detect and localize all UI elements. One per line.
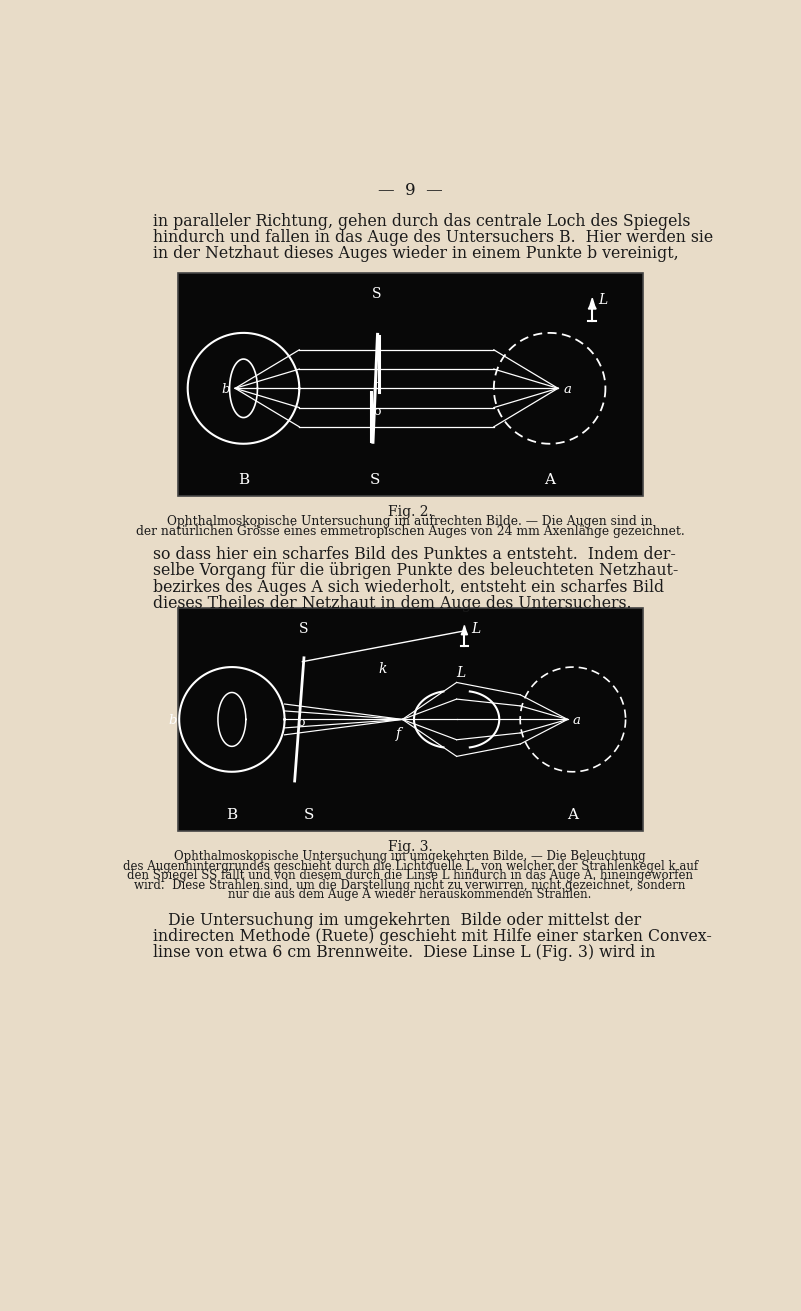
Text: selbe Vorgang für die übrigen Punkte des beleuchteten Netzhaut-: selbe Vorgang für die übrigen Punkte des… [153, 562, 678, 579]
Text: nur die aus dem Auge A wieder herauskommenden Strahlen.: nur die aus dem Auge A wieder herauskomm… [228, 889, 592, 902]
Text: Fig. 3.: Fig. 3. [388, 840, 433, 855]
Text: Ophthalmoskopische Untersuchung im umgekehrten Bilde. — Die Beleuchtung: Ophthalmoskopische Untersuchung im umgek… [175, 850, 646, 863]
Text: L: L [471, 623, 481, 636]
Text: S: S [370, 473, 380, 486]
Polygon shape [461, 625, 468, 635]
Text: o: o [373, 379, 380, 392]
Text: des Augenhintergrundes geschieht durch die Lichtquelle L, von welcher der Strahl: des Augenhintergrundes geschieht durch d… [123, 860, 698, 873]
Text: wird.  Diese Strahlen sind, um die Darstellung nicht zu verwirren, nicht gezeich: wird. Diese Strahlen sind, um die Darste… [135, 878, 686, 891]
Text: S: S [372, 287, 381, 300]
Text: dieses Theiles der Netzhaut in dem Auge des Untersuchers.: dieses Theiles der Netzhaut in dem Auge … [153, 595, 631, 612]
Text: f: f [396, 728, 401, 741]
Text: indirecten Methode (R​u​e​t​e) geschieht mit Hilfe einer starken Convex-: indirecten Methode (R​u​e​t​e) geschieht… [153, 928, 712, 945]
Text: S: S [300, 621, 308, 636]
Text: L: L [598, 292, 608, 307]
Bar [178, 608, 642, 831]
Text: linse von etwa 6 cm Brennweite.  Diese Linse L (Fig. 3) wird in: linse von etwa 6 cm Brennweite. Diese Li… [153, 944, 655, 961]
Polygon shape [589, 298, 596, 309]
Text: S: S [304, 808, 315, 822]
Text: a: a [563, 383, 571, 396]
Text: A: A [544, 473, 555, 486]
Text: in der Netzhaut dieses Auges wieder in einem Punkte b vereinigt,: in der Netzhaut dieses Auges wieder in e… [153, 245, 678, 262]
Text: den Spiegel SS fällt und von diesem durch die Linse L hindurch in das Auge A. hi: den Spiegel SS fällt und von diesem durc… [127, 869, 693, 882]
Text: bezirkes des Auges A sich wiederholt, entsteht ein scharfes Bild: bezirkes des Auges A sich wiederholt, en… [153, 578, 664, 595]
Text: so dass hier ein scharfes Bild des Punktes a entsteht.  Indem der-: so dass hier ein scharfes Bild des Punkt… [153, 547, 676, 564]
Text: in paralleler Richtung, gehen durch das centrale Loch des Spiegels: in paralleler Richtung, gehen durch das … [153, 212, 690, 229]
Text: k: k [379, 662, 387, 675]
Text: hindurch und fallen in das Auge des Untersuchers B.  Hier werden sie: hindurch und fallen in das Auge des Unte… [153, 229, 713, 246]
Text: Fig. 2.: Fig. 2. [388, 505, 433, 519]
Text: Ophthalmoskopische Untersuchung im aufrechten Bilde. — Die Augen sind in: Ophthalmoskopische Untersuchung im aufre… [167, 515, 653, 528]
Text: a: a [573, 714, 581, 728]
Text: o: o [297, 716, 304, 729]
Text: B: B [238, 473, 249, 486]
Text: o: o [373, 405, 380, 418]
Text: L: L [456, 666, 465, 679]
Text: Die Untersuchung im u​m​g​e​k​e​h​r​t​e​n  B​i​l​d​e oder mittelst der: Die Untersuchung im u​m​g​e​k​e​h​r​t​e​… [153, 912, 641, 929]
Text: A: A [567, 808, 578, 822]
Bar [178, 273, 642, 496]
Text: b: b [222, 383, 230, 396]
Text: —  9  —: — 9 — [378, 182, 442, 199]
Text: der natürlichen Grösse eines emmetropischen Auges von 24 mm Axenlänge gezeichnet: der natürlichen Grösse eines emmetropisc… [135, 526, 685, 539]
Text: B: B [227, 808, 237, 822]
Text: b: b [169, 714, 177, 728]
